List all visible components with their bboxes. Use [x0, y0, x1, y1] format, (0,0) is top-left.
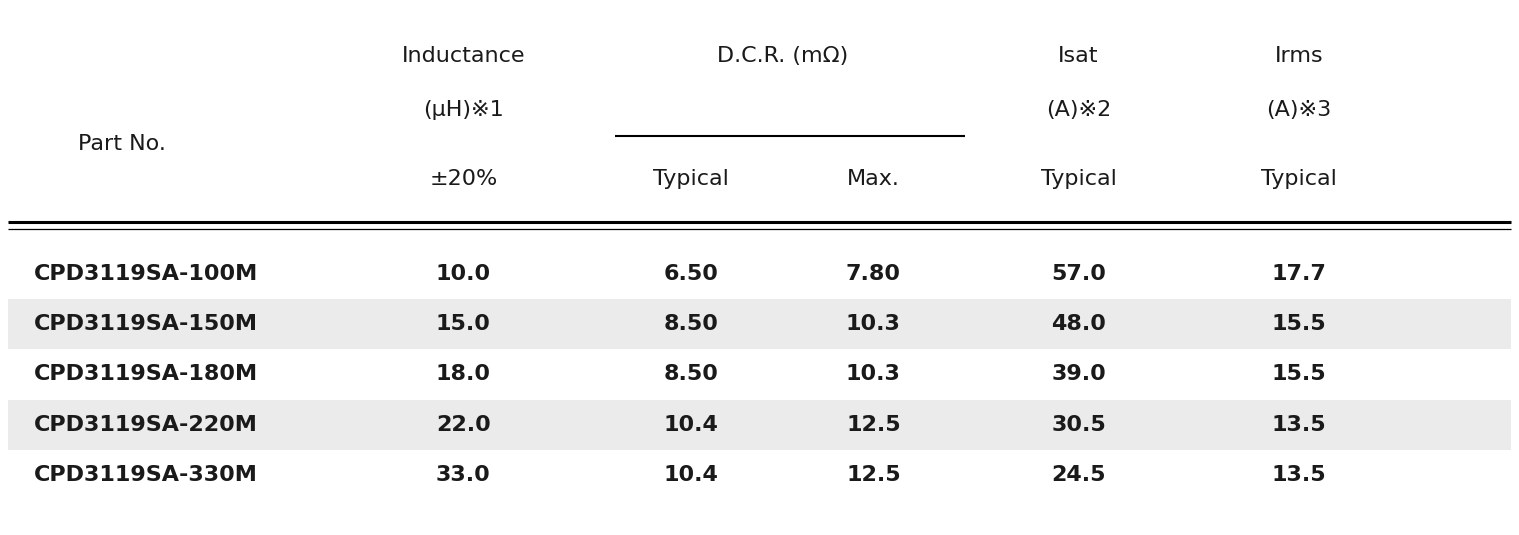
Text: (μH)※1: (μH)※1: [422, 100, 504, 120]
Bar: [8, 299, 1511, 349]
Text: 30.5: 30.5: [1051, 415, 1106, 435]
Text: CPD3119SA-100M: CPD3119SA-100M: [33, 264, 258, 284]
Text: Inductance: Inductance: [401, 46, 526, 66]
Text: 12.5: 12.5: [846, 415, 901, 435]
Text: Irms: Irms: [1274, 46, 1323, 66]
Text: ±20%: ±20%: [430, 169, 497, 189]
Text: 10.4: 10.4: [664, 415, 718, 435]
Bar: [8, 400, 1511, 450]
Text: 10.0: 10.0: [436, 264, 491, 284]
Bar: [8, 249, 1511, 299]
Text: 24.5: 24.5: [1051, 465, 1106, 485]
Text: D.C.R. (mΩ): D.C.R. (mΩ): [717, 46, 848, 66]
Text: CPD3119SA-150M: CPD3119SA-150M: [33, 314, 257, 334]
Text: 8.50: 8.50: [664, 314, 718, 334]
Text: 8.50: 8.50: [664, 364, 718, 385]
Text: 10.4: 10.4: [664, 465, 718, 485]
Text: CPD3119SA-220M: CPD3119SA-220M: [33, 415, 257, 435]
Text: Isat: Isat: [1059, 46, 1098, 66]
Text: (A)※2: (A)※2: [1047, 100, 1110, 120]
Text: Max.: Max.: [848, 169, 899, 189]
Text: 6.50: 6.50: [664, 264, 718, 284]
Text: 22.0: 22.0: [436, 415, 491, 435]
Text: 15.5: 15.5: [1271, 314, 1326, 334]
Text: 15.0: 15.0: [436, 314, 491, 334]
Text: 7.80: 7.80: [846, 264, 901, 284]
Text: 17.7: 17.7: [1271, 264, 1326, 284]
Bar: [8, 349, 1511, 400]
Text: 39.0: 39.0: [1051, 364, 1106, 385]
Text: 10.3: 10.3: [846, 364, 901, 385]
Text: 15.5: 15.5: [1271, 364, 1326, 385]
Text: 57.0: 57.0: [1051, 264, 1106, 284]
Text: 10.3: 10.3: [846, 314, 901, 334]
Text: 48.0: 48.0: [1051, 314, 1106, 334]
Text: CPD3119SA-180M: CPD3119SA-180M: [33, 364, 258, 385]
Text: 33.0: 33.0: [436, 465, 491, 485]
Text: 13.5: 13.5: [1271, 415, 1326, 435]
Text: 13.5: 13.5: [1271, 465, 1326, 485]
Text: 18.0: 18.0: [436, 364, 491, 385]
Text: Typical: Typical: [1041, 169, 1116, 189]
Text: Part No.: Part No.: [77, 134, 166, 155]
Text: Typical: Typical: [1261, 169, 1337, 189]
Text: CPD3119SA-330M: CPD3119SA-330M: [33, 465, 257, 485]
Text: Typical: Typical: [653, 169, 729, 189]
Bar: [8, 450, 1511, 500]
Text: 12.5: 12.5: [846, 465, 901, 485]
Text: (A)※3: (A)※3: [1267, 100, 1331, 120]
